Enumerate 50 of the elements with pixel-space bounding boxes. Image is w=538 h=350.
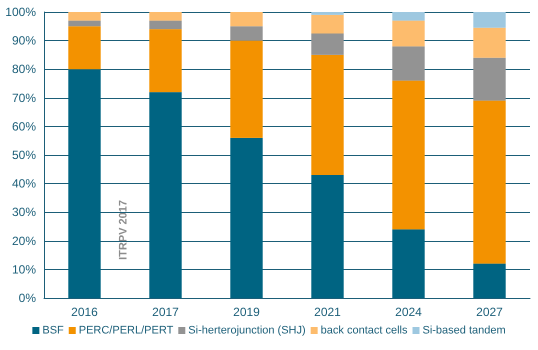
bar bbox=[392, 12, 425, 21]
bar bbox=[149, 92, 182, 298]
bar bbox=[311, 12, 344, 15]
y-tick-label: 60% bbox=[12, 119, 36, 134]
y-tick-label: 90% bbox=[12, 34, 36, 48]
y-tick-label: 20% bbox=[12, 234, 36, 248]
bar bbox=[392, 80, 425, 230]
x-tick-label: 2024 bbox=[395, 305, 422, 319]
bar bbox=[473, 100, 506, 264]
bar bbox=[392, 229, 425, 298]
bar bbox=[230, 40, 263, 138]
bar bbox=[230, 26, 263, 41]
x-tick-label: 2027 bbox=[476, 305, 504, 319]
bar bbox=[68, 26, 101, 70]
y-tick-label: 40% bbox=[12, 176, 36, 191]
legend-label: back contact cells bbox=[320, 324, 408, 336]
x-tick-label: 2021 bbox=[314, 305, 342, 319]
legend-label: Si-herterojunction (SHJ) bbox=[188, 324, 306, 336]
annotation: ITRPV 2017 bbox=[118, 200, 130, 260]
bar bbox=[68, 20, 101, 26]
y-tick-label: 30% bbox=[12, 205, 36, 220]
bar bbox=[230, 138, 263, 298]
y-tick-label: 50% bbox=[12, 148, 36, 162]
bar bbox=[149, 29, 182, 92]
bar bbox=[149, 12, 182, 21]
bar bbox=[311, 14, 344, 34]
x-tick-label: 2016 bbox=[71, 305, 98, 319]
bar bbox=[473, 12, 506, 28]
legend-label: PERC/PERL/PERT bbox=[78, 324, 174, 336]
bar bbox=[392, 20, 425, 46]
x-tick-label: 2019 bbox=[233, 305, 260, 319]
bar bbox=[311, 175, 344, 298]
bar bbox=[68, 69, 101, 298]
legend-label: Si-based tandem bbox=[422, 324, 506, 336]
y-tick-label: 0% bbox=[18, 291, 36, 305]
bar bbox=[473, 264, 506, 298]
bar bbox=[473, 58, 506, 101]
legend-label: BSF bbox=[42, 324, 64, 336]
y-tick-label: 70% bbox=[12, 90, 36, 105]
y-tick-label: 80% bbox=[12, 62, 36, 76]
bar bbox=[392, 46, 425, 81]
bar bbox=[311, 33, 344, 55]
bar bbox=[473, 28, 506, 58]
bar bbox=[311, 54, 344, 176]
bar bbox=[149, 20, 182, 30]
bar bbox=[230, 12, 263, 26]
y-tick-label: 100% bbox=[5, 5, 36, 19]
y-tick-label: 10% bbox=[12, 262, 36, 276]
x-tick-label: 2017 bbox=[152, 305, 180, 319]
bar bbox=[68, 12, 101, 21]
